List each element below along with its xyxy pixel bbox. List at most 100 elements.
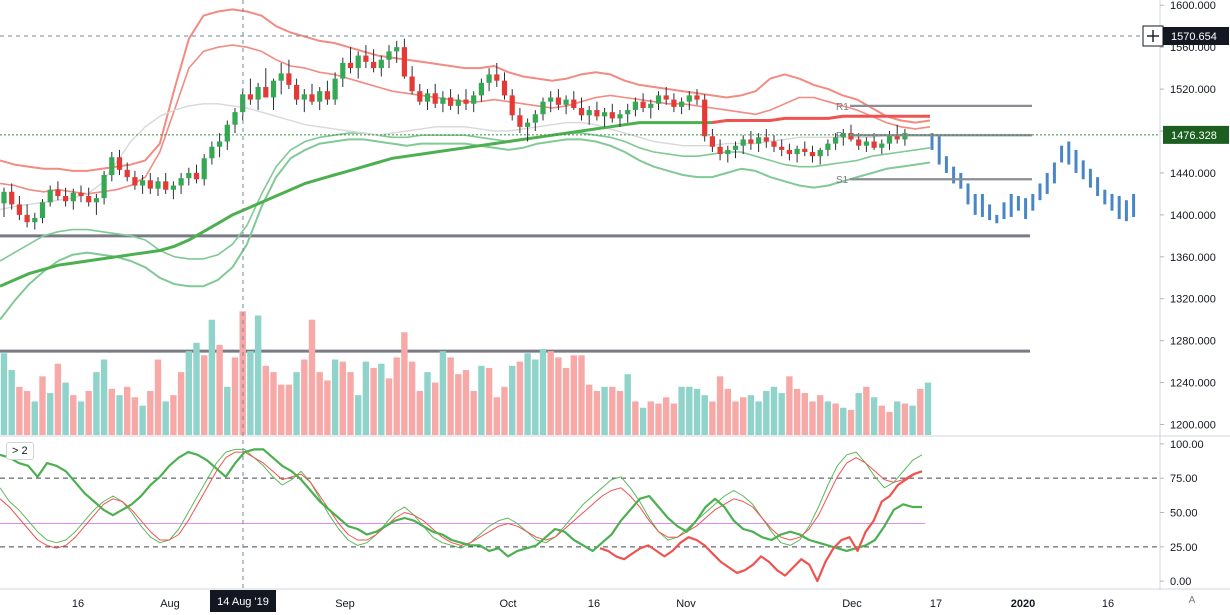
volume-bar <box>501 386 508 435</box>
volume-bar <box>85 390 92 435</box>
candle-body <box>186 172 192 179</box>
price-tick-label: 1200.000 <box>1170 420 1216 432</box>
candle-body <box>294 84 300 100</box>
candle-body <box>794 148 800 155</box>
projection-bar <box>1110 193 1114 211</box>
volume-bar <box>170 395 177 435</box>
candle-body <box>147 180 153 189</box>
volume-bar <box>793 388 801 435</box>
volume-bar <box>593 390 601 435</box>
volume-bar <box>31 401 38 435</box>
osc-tick-label: 25.00 <box>1170 542 1198 554</box>
candle-body <box>655 95 662 104</box>
volume-bar <box>355 395 362 435</box>
volume-bar <box>878 405 885 435</box>
volume-bar <box>147 390 154 435</box>
volume-bar <box>532 359 539 435</box>
volume-bar <box>124 386 131 435</box>
candle-body <box>278 73 284 81</box>
volume-bar <box>562 367 570 435</box>
volume-bar <box>231 357 239 435</box>
candle-body <box>209 146 215 159</box>
volume-bar <box>293 372 300 435</box>
volume-bar <box>616 390 624 435</box>
volume-bar <box>701 395 708 435</box>
candle-body <box>363 55 369 62</box>
time-tick-label: 2020 <box>1011 598 1035 610</box>
volume-bar <box>408 361 416 435</box>
last-price-badge <box>1163 125 1229 144</box>
candle-body <box>786 149 792 155</box>
volume-bar <box>624 374 631 435</box>
time-tick-label: 16 <box>1102 598 1114 610</box>
candle-body <box>671 99 677 107</box>
candle-body <box>263 87 269 98</box>
volume-bar <box>924 382 932 435</box>
candle-body <box>178 178 184 186</box>
volume-bar <box>201 355 208 435</box>
candlestick-series[interactable] <box>1 38 908 230</box>
horizontal-levels <box>0 234 1030 353</box>
candle-body <box>417 91 423 102</box>
price-tick-label: 1320.000 <box>1170 294 1216 306</box>
candle-body <box>16 204 22 215</box>
candle-body <box>332 78 338 100</box>
candle-body <box>509 95 515 116</box>
volume-bar <box>493 397 500 435</box>
candle-body <box>825 143 831 150</box>
candle-body <box>409 76 415 92</box>
candle-body <box>563 99 569 105</box>
candle-body <box>702 99 708 137</box>
bollinger-outer-lower <box>0 138 931 321</box>
candle-body <box>694 95 700 100</box>
projection-bar <box>1016 196 1020 211</box>
candle-body <box>525 122 531 127</box>
projection-bar <box>995 214 999 224</box>
candle-body <box>309 94 315 102</box>
volume-bar <box>478 365 485 435</box>
volume-bar <box>401 332 408 435</box>
crosshair-date-label: 14 Aug '19 <box>217 596 269 608</box>
volume-bar <box>154 359 162 435</box>
auto-scale-button[interactable]: A <box>1188 595 1196 606</box>
candle-body <box>386 51 392 60</box>
long-ma-red <box>711 114 930 125</box>
volume-bar <box>362 361 370 435</box>
volume-bar <box>308 319 316 435</box>
candle-body <box>124 169 130 178</box>
volume-bar <box>724 388 731 435</box>
volume-bar <box>347 372 354 435</box>
candle-body <box>802 148 808 152</box>
volume-bar <box>847 409 855 435</box>
projection-bar <box>1002 202 1006 220</box>
volume-bar <box>370 367 377 435</box>
osc-rsi-line <box>0 448 922 558</box>
volume-bar <box>254 315 262 435</box>
volume-bar <box>177 372 185 435</box>
time-tick-label: 16 <box>588 598 600 610</box>
volume-bar <box>647 401 654 435</box>
indicator-legend-toggle[interactable]: > 2 <box>6 442 34 460</box>
projection-bar <box>973 193 977 215</box>
volume-bar <box>655 403 662 435</box>
volume-bar <box>100 359 108 435</box>
volume-bar <box>901 403 909 435</box>
projection-bar <box>944 156 948 173</box>
projection-bar <box>1052 162 1056 184</box>
candle-body <box>247 94 253 100</box>
candle-body <box>32 218 38 223</box>
volume-bar <box>131 397 139 435</box>
pivot-label: S1 <box>836 175 849 186</box>
crosshair-price-label: 1570.654 <box>1171 31 1217 43</box>
projection-bar <box>930 133 934 150</box>
candle-body <box>193 172 200 180</box>
volume-bar <box>462 370 470 435</box>
candle-body <box>471 95 477 104</box>
candle-body <box>817 149 823 157</box>
candle-body <box>609 112 615 119</box>
candle-body <box>871 141 877 148</box>
candle-body <box>270 80 277 98</box>
